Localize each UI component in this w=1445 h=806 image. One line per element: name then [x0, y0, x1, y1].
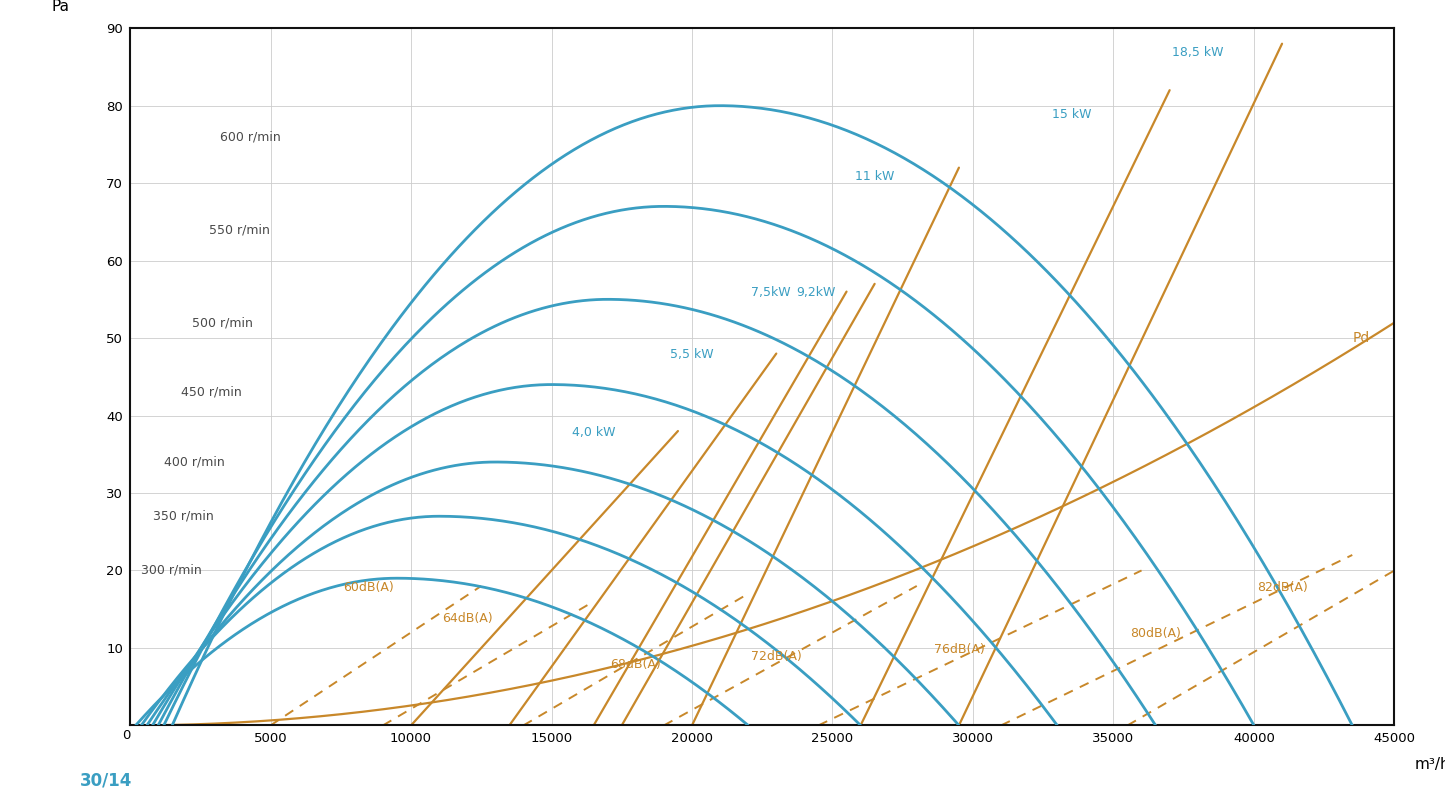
Text: 5,5 kW: 5,5 kW: [670, 348, 714, 361]
Text: 11 kW: 11 kW: [855, 170, 894, 183]
Text: 0: 0: [121, 729, 130, 742]
Text: 15 kW: 15 kW: [1052, 108, 1091, 121]
Text: 4,0 kW: 4,0 kW: [572, 426, 616, 438]
X-axis label: m³/h: m³/h: [1415, 757, 1445, 772]
Text: 9,2kW: 9,2kW: [796, 286, 835, 299]
Text: 7,5kW: 7,5kW: [751, 286, 790, 299]
Text: 18,5 kW: 18,5 kW: [1172, 46, 1224, 59]
Text: 300 r/min: 300 r/min: [142, 564, 202, 577]
Y-axis label: Pa: Pa: [52, 0, 69, 15]
Text: 76dB(A): 76dB(A): [933, 642, 984, 656]
Text: 30/14: 30/14: [79, 772, 131, 790]
Text: 72dB(A): 72dB(A): [751, 650, 802, 663]
Text: 500 r/min: 500 r/min: [192, 316, 253, 329]
Text: 550 r/min: 550 r/min: [208, 223, 270, 236]
Text: Pd: Pd: [1353, 331, 1370, 345]
Text: 80dB(A): 80dB(A): [1130, 627, 1181, 640]
Text: 350 r/min: 350 r/min: [153, 509, 214, 523]
Text: 450 r/min: 450 r/min: [181, 386, 241, 399]
Text: 600 r/min: 600 r/min: [220, 130, 280, 143]
Text: 60dB(A): 60dB(A): [344, 580, 394, 594]
Text: 64dB(A): 64dB(A): [442, 612, 493, 625]
Text: 82dB(A): 82dB(A): [1257, 580, 1308, 594]
Text: 400 r/min: 400 r/min: [163, 455, 224, 468]
Text: 68dB(A): 68dB(A): [610, 659, 662, 671]
